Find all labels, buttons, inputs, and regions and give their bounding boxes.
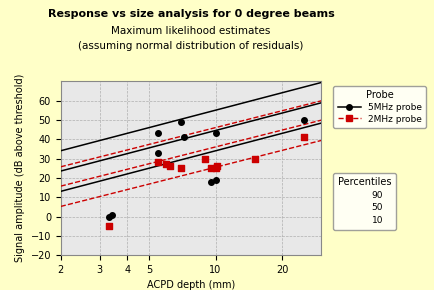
Point: [207, 180, 214, 184]
Point: [178, 166, 185, 171]
Point: [202, 156, 209, 161]
Point: [166, 164, 173, 168]
Point: [181, 135, 187, 139]
Point: [105, 224, 112, 229]
Point: [251, 156, 258, 161]
Point: [155, 131, 161, 136]
Point: [163, 162, 170, 167]
Point: [212, 177, 219, 182]
Text: Maximum likelihood estimates: Maximum likelihood estimates: [111, 26, 271, 36]
Text: Response vs size analysis for 0 degree beams: Response vs size analysis for 0 degree b…: [48, 9, 334, 19]
Point: [300, 117, 307, 122]
Point: [212, 166, 219, 171]
Point: [163, 162, 170, 167]
Point: [155, 160, 161, 165]
Point: [251, 156, 258, 161]
Point: [155, 151, 161, 155]
Legend: 90, 50, 10: 90, 50, 10: [333, 173, 396, 230]
Point: [214, 164, 221, 168]
Point: [300, 135, 307, 139]
Point: [178, 119, 185, 124]
Text: (assuming normal distribution of residuals): (assuming normal distribution of residua…: [78, 41, 304, 50]
Point: [212, 131, 219, 136]
Point: [207, 166, 214, 171]
Point: [105, 214, 112, 219]
Point: [108, 212, 115, 217]
X-axis label: ACPD depth (mm): ACPD depth (mm): [147, 280, 235, 290]
Y-axis label: Signal amplitude (dB above threshold): Signal amplitude (dB above threshold): [15, 74, 25, 262]
